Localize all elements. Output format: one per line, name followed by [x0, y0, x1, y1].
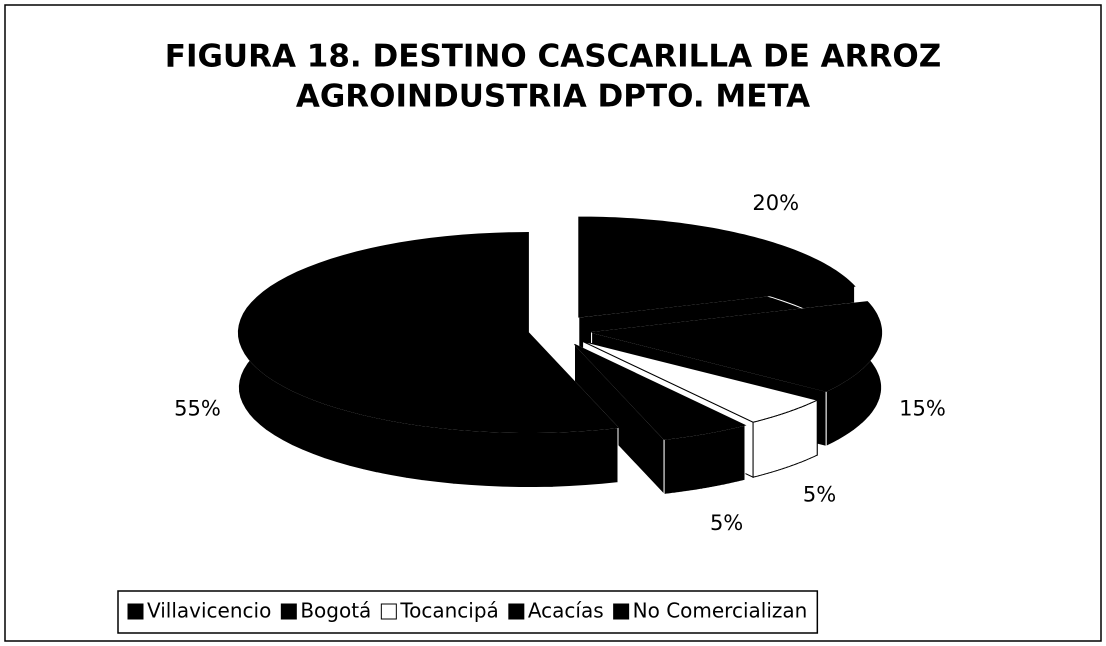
value-label: 55%: [174, 396, 221, 420]
slice: [574, 343, 747, 440]
legend-label: No Comercializan: [633, 599, 808, 623]
slice: [591, 301, 883, 392]
legend-swatch: [280, 603, 297, 620]
chart-title: AGROINDUSTRIA DPTO. META: [296, 79, 810, 115]
value-label: 5%: [803, 482, 836, 506]
slice: [237, 231, 620, 433]
value-label: 15%: [899, 396, 946, 420]
legend-box: [117, 590, 819, 634]
legend-label: Villavicencio: [147, 599, 271, 623]
legend-swatch: [380, 603, 397, 620]
value-label: 20%: [752, 191, 799, 215]
legend-label: Acacías: [528, 599, 604, 623]
slice: [578, 216, 856, 318]
slice: [582, 340, 819, 423]
legend-label: Tocancipá: [399, 599, 499, 623]
value-label: 5%: [710, 511, 743, 535]
legend-swatch: [613, 603, 630, 620]
legend-swatch: [508, 603, 525, 620]
legend-swatch: [127, 603, 144, 620]
legend-label: Bogotá: [300, 599, 371, 623]
legend: Villavicencio Bogotá Tocancipá Acacías No Co…: [117, 590, 819, 634]
chart-title: FIGURA 18. DESTINO CASCARILLA DE ARROZ: [165, 39, 941, 75]
chart-frame: [4, 4, 1102, 642]
